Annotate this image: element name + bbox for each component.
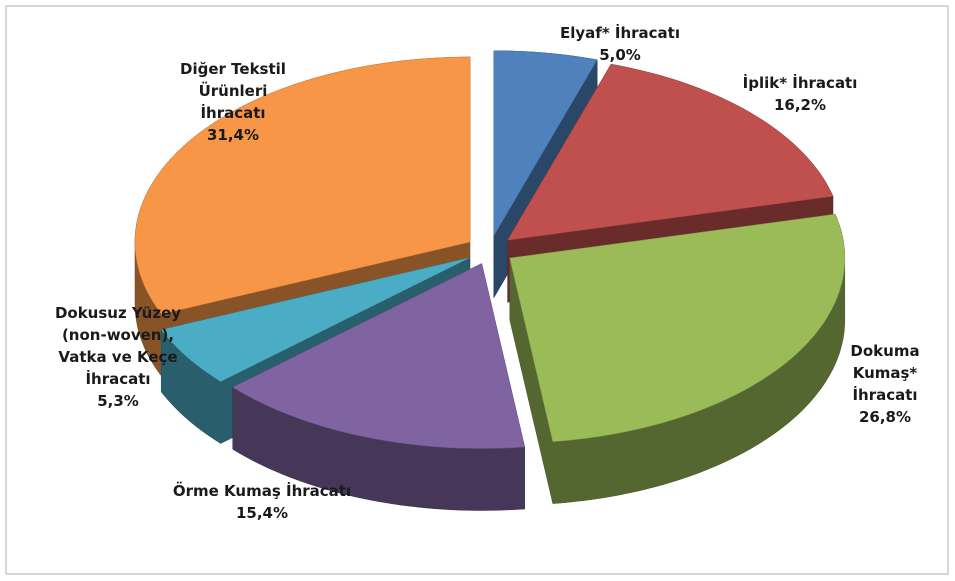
pie-slice <box>507 63 834 241</box>
pie-slice <box>232 263 526 449</box>
slice-value-label: 26,8% <box>858 408 912 426</box>
pie-slice <box>509 213 846 442</box>
slice-value-label: 31,4% <box>206 126 260 144</box>
pie-slice <box>160 257 470 382</box>
pie-slice <box>493 50 598 237</box>
slice-label: Diğer Tekstil Ürünleri İhracatı <box>180 60 286 122</box>
slice-label: Elyaf* İhracatı <box>560 24 680 42</box>
slice-value-label: 16,2% <box>773 96 827 114</box>
slice-value-label: 15,4% <box>235 504 289 522</box>
slice-label: İplik* İhracatı <box>742 74 858 92</box>
slice-label: Dokuma Kumaş* İhracatı <box>850 342 920 404</box>
slice-label: Dokusuz Yüzey (non-woven), Vatka ve Keçe… <box>54 304 182 388</box>
pie-slice <box>134 56 471 315</box>
slice-value-label: 5,0% <box>599 46 641 64</box>
slice-value-label: 5,3% <box>97 392 139 410</box>
slice-label: Örme Kumaş İhracatı <box>172 482 352 500</box>
